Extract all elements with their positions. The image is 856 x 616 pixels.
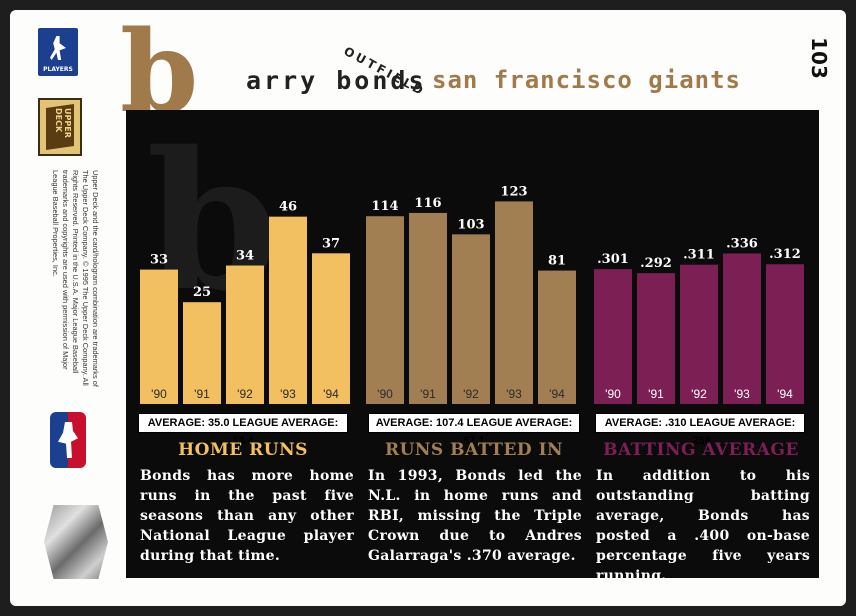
rbi-value-label-3: 123 xyxy=(500,184,527,199)
hr-year-label-1: '91 xyxy=(194,387,210,401)
mlbpa-logo: PLAYERS xyxy=(38,28,78,76)
hologram-icon xyxy=(44,505,108,579)
player-silhouette-icon xyxy=(50,36,66,60)
avg-value-label-4: .312 xyxy=(769,247,801,262)
legal-text: Upper Deck and the card/hologram combina… xyxy=(51,170,100,387)
avg-year-label-3: '93 xyxy=(734,387,750,401)
rbi-year-label-0: '90 xyxy=(377,387,393,401)
hr-value-label-2: 34 xyxy=(236,249,254,264)
rbi-bar-0 xyxy=(366,216,404,404)
hr-value-label-1: 25 xyxy=(193,285,211,300)
rbi-bar-4 xyxy=(538,270,576,404)
hr-bar-4 xyxy=(312,253,350,404)
avg-average-box: AVERAGE: .310 LEAGUE AVERAGE: .258 xyxy=(595,413,805,447)
avg-bar-0 xyxy=(594,269,632,404)
rbi-value-label-4: 81 xyxy=(548,254,566,269)
hr-value-label-3: 46 xyxy=(279,200,297,215)
hr-year-label-3: '93 xyxy=(280,387,296,401)
stats-charts: 33 '90 25 '91 34 '92 46 '93 37 '94 114 '90 116 '91 103… xyxy=(140,184,804,404)
hr-year-label-4: '94 xyxy=(323,387,339,401)
hr-value-label-0: 33 xyxy=(150,253,168,268)
player-name: arry bonds xyxy=(246,66,427,95)
card-number: 103 xyxy=(806,37,831,79)
avg-bar-1 xyxy=(637,273,675,404)
rbi-year-label-2: '92 xyxy=(463,387,479,401)
rbi-bar-3 xyxy=(495,201,533,404)
hr-bar-0 xyxy=(140,269,178,404)
rbi-bar-1 xyxy=(409,212,447,404)
avg-year-label-4: '94 xyxy=(777,387,793,401)
avg-bar-4 xyxy=(766,264,804,404)
hr-bar-3 xyxy=(269,216,307,404)
rbi-average-box: AVERAGE: 107.4 LEAGUE AVERAGE: 67.1 xyxy=(368,413,580,447)
rbi-year-label-3: '93 xyxy=(506,387,522,401)
hr-year-label-2: '92 xyxy=(237,387,253,401)
avg-value-label-1: .292 xyxy=(640,256,672,271)
avg-value-label-3: .336 xyxy=(726,236,758,251)
mlbpa-logo-text: PLAYERS xyxy=(43,66,73,73)
avg-year-label-2: '92 xyxy=(691,387,707,401)
avg-title: BATTING AVERAGE xyxy=(603,440,799,460)
avg-description: In addition to his outstanding batting a… xyxy=(596,468,810,578)
rbi-value-label-0: 114 xyxy=(371,199,398,214)
hr-bar-1 xyxy=(183,302,221,404)
avg-value-label-0: .301 xyxy=(597,252,629,267)
mlb-logo-red xyxy=(68,412,86,468)
hr-bar-2 xyxy=(226,265,264,404)
rbi-value-label-1: 116 xyxy=(414,196,441,211)
rbi-title: RUNS BATTED IN xyxy=(384,440,564,460)
rbi-bar-2 xyxy=(452,234,490,404)
mlb-logo xyxy=(50,412,86,468)
hr-year-label-0: '90 xyxy=(151,387,167,401)
avg-year-label-0: '90 xyxy=(605,387,621,401)
hr-average-box: AVERAGE: 35.0 LEAGUE AVERAGE: 13.4 xyxy=(138,413,348,447)
hr-description: Bonds has more home runs in the past fiv… xyxy=(140,468,354,564)
avg-year-label-1: '91 xyxy=(648,387,664,401)
upper-deck-logo-text: UPPER DECK xyxy=(54,108,72,138)
rbi-year-label-1: '91 xyxy=(420,387,436,401)
hr-title: HOME RUNS xyxy=(178,440,308,460)
stats-panel: b 33'90 25'91 34'92 46'93 37'94 114'90 116'91 1… xyxy=(126,110,819,578)
avg-value-label-2: .311 xyxy=(683,248,715,263)
rbi-year-label-4: '94 xyxy=(549,387,565,401)
upper-deck-logo: UPPER DECK xyxy=(38,98,82,156)
avg-bar-2 xyxy=(680,264,718,404)
player-initial: b xyxy=(120,7,199,138)
rbi-description: In 1993, Bonds led the N.L. in home runs… xyxy=(368,468,582,564)
rbi-value-label-2: 103 xyxy=(457,217,484,232)
team-name: san francisco giants xyxy=(432,66,741,94)
avg-bar-3 xyxy=(723,253,761,404)
hr-value-label-4: 37 xyxy=(322,236,340,251)
